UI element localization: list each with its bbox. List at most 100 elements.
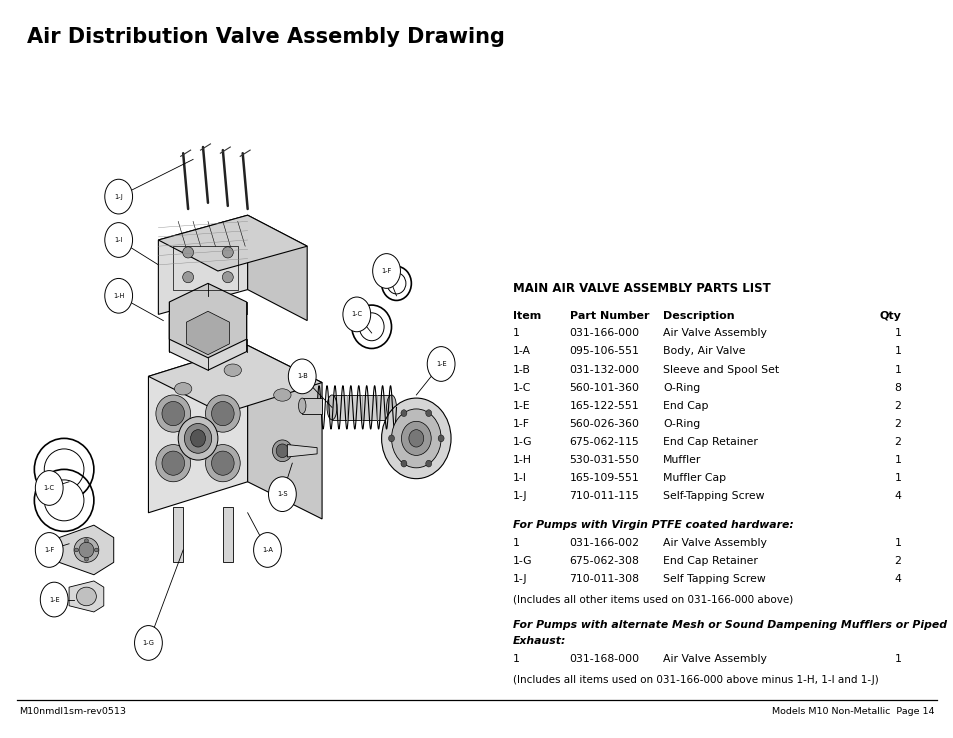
Text: 1: 1 bbox=[894, 655, 901, 664]
Text: 560-101-360: 560-101-360 bbox=[569, 382, 639, 393]
Text: 1-E: 1-E bbox=[436, 361, 446, 367]
Ellipse shape bbox=[205, 395, 240, 432]
Text: 710-011-115: 710-011-115 bbox=[569, 492, 639, 501]
Text: 675-062-115: 675-062-115 bbox=[569, 437, 639, 447]
Text: 1-A: 1-A bbox=[513, 346, 531, 356]
Ellipse shape bbox=[222, 272, 233, 283]
Circle shape bbox=[427, 347, 455, 382]
Bar bbox=[223, 506, 233, 562]
Text: 095-106-551: 095-106-551 bbox=[569, 346, 639, 356]
Text: MAIN AIR VALVE ASSEMBLY PARTS LIST: MAIN AIR VALVE ASSEMBLY PARTS LIST bbox=[513, 282, 770, 295]
Circle shape bbox=[40, 582, 68, 617]
Text: 031-166-000: 031-166-000 bbox=[569, 328, 639, 339]
Polygon shape bbox=[287, 444, 316, 457]
Polygon shape bbox=[248, 345, 322, 519]
Text: 675-062-308: 675-062-308 bbox=[569, 556, 639, 566]
Ellipse shape bbox=[212, 401, 233, 426]
Text: 2: 2 bbox=[894, 418, 901, 429]
Text: End Cap: End Cap bbox=[662, 401, 708, 411]
Text: 2: 2 bbox=[894, 556, 901, 566]
Circle shape bbox=[342, 297, 371, 332]
Text: 1-G: 1-G bbox=[513, 437, 532, 447]
Polygon shape bbox=[59, 525, 113, 575]
Polygon shape bbox=[169, 283, 247, 358]
Ellipse shape bbox=[74, 537, 99, 562]
Text: 1-B: 1-B bbox=[296, 373, 307, 379]
Ellipse shape bbox=[44, 449, 84, 490]
Text: Body, Air Valve: Body, Air Valve bbox=[662, 346, 744, 356]
Text: Part Number: Part Number bbox=[569, 311, 648, 322]
Text: 1: 1 bbox=[894, 537, 901, 548]
Ellipse shape bbox=[298, 398, 306, 413]
Text: 1-A: 1-A bbox=[262, 547, 273, 553]
Ellipse shape bbox=[387, 273, 405, 294]
Ellipse shape bbox=[327, 395, 336, 420]
Text: Air Valve Assembly: Air Valve Assembly bbox=[662, 655, 766, 664]
Text: 1: 1 bbox=[894, 473, 901, 483]
Ellipse shape bbox=[85, 557, 89, 561]
Text: M10nmdl1sm-rev0513: M10nmdl1sm-rev0513 bbox=[19, 707, 126, 716]
Text: 1-C: 1-C bbox=[513, 382, 531, 393]
Text: O-Ring: O-Ring bbox=[662, 382, 700, 393]
Text: 2: 2 bbox=[894, 437, 901, 447]
Text: 1: 1 bbox=[894, 365, 901, 375]
Ellipse shape bbox=[274, 389, 291, 401]
Text: 1-S: 1-S bbox=[276, 492, 288, 497]
Ellipse shape bbox=[400, 461, 407, 467]
Text: For Pumps with Virgin PTFE coated hardware:: For Pumps with Virgin PTFE coated hardwa… bbox=[513, 520, 793, 530]
Text: 1-G: 1-G bbox=[513, 556, 532, 566]
Ellipse shape bbox=[224, 364, 241, 376]
Text: 1-F: 1-F bbox=[513, 418, 530, 429]
Text: Models M10 Non-Metallic  Page 14: Models M10 Non-Metallic Page 14 bbox=[772, 707, 934, 716]
Text: 1-E: 1-E bbox=[49, 596, 59, 602]
Text: O-Ring: O-Ring bbox=[662, 418, 700, 429]
Text: 1-F: 1-F bbox=[381, 268, 392, 274]
Text: 165-122-551: 165-122-551 bbox=[569, 401, 639, 411]
Text: 1-C: 1-C bbox=[44, 485, 54, 491]
Ellipse shape bbox=[386, 395, 396, 420]
Text: 031-166-002: 031-166-002 bbox=[569, 537, 639, 548]
Text: 1-B: 1-B bbox=[513, 365, 531, 375]
Ellipse shape bbox=[191, 430, 205, 447]
Text: Exhaust:: Exhaust: bbox=[513, 636, 566, 646]
Ellipse shape bbox=[182, 246, 193, 258]
Ellipse shape bbox=[178, 417, 217, 460]
Text: 1-J: 1-J bbox=[513, 574, 527, 584]
Text: 1: 1 bbox=[513, 328, 519, 339]
Text: Description: Description bbox=[662, 311, 734, 322]
Text: 8: 8 bbox=[894, 382, 901, 393]
Circle shape bbox=[373, 254, 400, 289]
Ellipse shape bbox=[273, 440, 292, 462]
Text: Air Distribution Valve Assembly Drawing: Air Distribution Valve Assembly Drawing bbox=[27, 27, 504, 47]
Polygon shape bbox=[149, 345, 248, 513]
Text: Item: Item bbox=[513, 311, 541, 322]
Text: 1-J: 1-J bbox=[114, 193, 123, 199]
Text: 1: 1 bbox=[894, 328, 901, 339]
Ellipse shape bbox=[79, 542, 93, 558]
Text: 1-I: 1-I bbox=[114, 237, 123, 243]
Text: 4: 4 bbox=[894, 492, 901, 501]
Ellipse shape bbox=[76, 587, 96, 606]
Text: 1-F: 1-F bbox=[44, 547, 54, 553]
Text: 031-132-000: 031-132-000 bbox=[569, 365, 639, 375]
Ellipse shape bbox=[155, 395, 191, 432]
Polygon shape bbox=[186, 311, 230, 355]
Text: 1-J: 1-J bbox=[513, 492, 527, 501]
Bar bbox=[173, 506, 183, 562]
Text: 1: 1 bbox=[513, 537, 519, 548]
Ellipse shape bbox=[275, 444, 288, 458]
Text: Self Tapping Screw: Self Tapping Screw bbox=[662, 574, 765, 584]
Text: Sleeve and Spool Set: Sleeve and Spool Set bbox=[662, 365, 779, 375]
Ellipse shape bbox=[425, 461, 432, 467]
Ellipse shape bbox=[409, 430, 423, 447]
Text: Air Valve Assembly: Air Valve Assembly bbox=[662, 537, 766, 548]
Polygon shape bbox=[158, 215, 248, 314]
Text: 165-109-551: 165-109-551 bbox=[569, 473, 639, 483]
Ellipse shape bbox=[182, 272, 193, 283]
Text: 1-H: 1-H bbox=[513, 455, 532, 465]
Ellipse shape bbox=[162, 401, 184, 426]
Circle shape bbox=[105, 223, 132, 258]
Circle shape bbox=[288, 359, 315, 394]
Text: Muffler: Muffler bbox=[662, 455, 700, 465]
Circle shape bbox=[35, 471, 63, 506]
